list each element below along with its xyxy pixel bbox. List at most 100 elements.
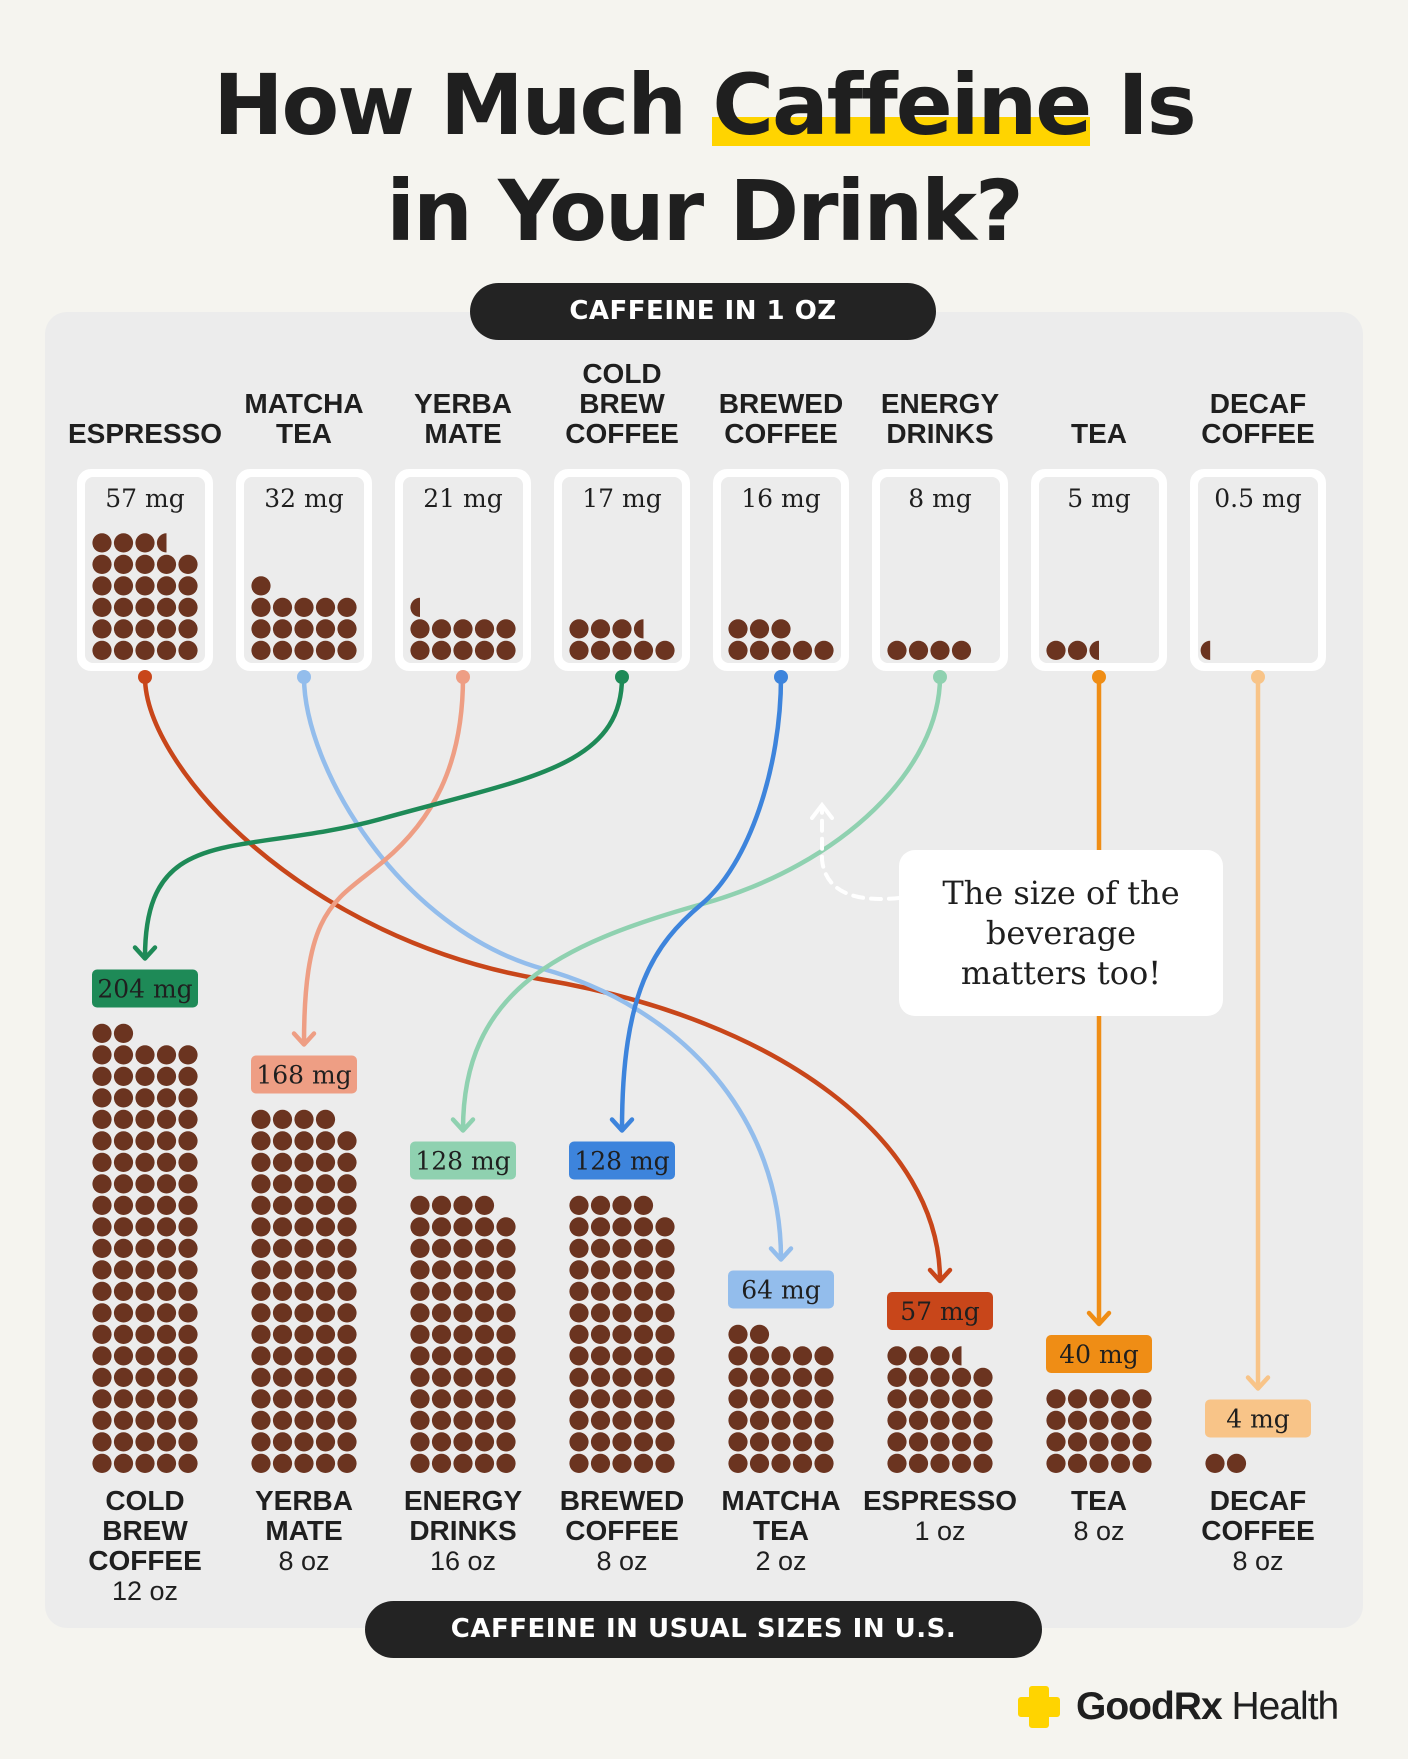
top-bean [569, 640, 589, 661]
bottom-category-label: MATE [265, 1515, 342, 1546]
bottom-bean [431, 1346, 452, 1366]
bottom-bean [251, 1174, 271, 1194]
bottom-bean [1089, 1410, 1109, 1430]
bottom-bean [569, 1432, 589, 1452]
bottom-bean [728, 1324, 748, 1344]
bottom-partial-bean [951, 1346, 962, 1366]
cup-espresso: ESPRESSO 57 mg [68, 418, 222, 671]
bottom-bean [113, 1152, 134, 1172]
top-bean [113, 554, 134, 575]
bottom-bean [569, 1389, 589, 1409]
bottom-bean [749, 1346, 770, 1366]
bottom-bean [315, 1281, 336, 1301]
value-tag [569, 1141, 675, 1180]
connector-arrowhead [1086, 1310, 1112, 1327]
bottom-bean [272, 1217, 293, 1237]
bottom-category-label: DRINKS [409, 1515, 516, 1546]
bottom-bean [633, 1217, 654, 1237]
bottom-bean [655, 1410, 675, 1430]
top-bean [92, 597, 112, 618]
bottom-bean [633, 1260, 654, 1280]
bottom-bean [135, 1324, 155, 1344]
bottom-bean [633, 1410, 654, 1430]
bottom-category-label: BREW [102, 1515, 188, 1546]
bottom-bean [272, 1281, 293, 1301]
connector-arrowhead [132, 945, 158, 961]
bottom-bean [633, 1346, 654, 1366]
bottom-bean [92, 1410, 112, 1430]
top-bean [92, 576, 112, 596]
bottom-bean [92, 1195, 112, 1215]
top-bean [92, 533, 112, 553]
bottom-bean [178, 1432, 198, 1452]
bottom-bean [749, 1410, 770, 1430]
bottom-bean [655, 1238, 675, 1258]
bottom-bean [655, 1303, 675, 1323]
bottom-bean [569, 1281, 589, 1301]
bottom-bean [113, 1432, 134, 1452]
top-bean [431, 640, 452, 661]
bottom-bean [453, 1432, 473, 1452]
top-bean [792, 640, 813, 661]
bottom-bean [92, 1389, 112, 1409]
cup-interior [403, 477, 523, 663]
bottom-bean [633, 1195, 654, 1215]
bottom-bean [590, 1260, 611, 1280]
bottom-bean [569, 1410, 589, 1430]
bottom-bean [612, 1389, 632, 1409]
bottom-bean [315, 1260, 336, 1280]
bottom-bean [156, 1174, 177, 1194]
connector-dot [138, 670, 152, 684]
bottom-bean [251, 1453, 271, 1473]
bottom-bean [590, 1217, 611, 1237]
bottom-bean [496, 1389, 516, 1409]
bottom-bean [337, 1174, 357, 1194]
top-bean [496, 619, 516, 639]
bottom-bean [474, 1346, 495, 1366]
bottom-bean [728, 1389, 748, 1409]
bottom-bean [178, 1303, 198, 1323]
connector-arrowhead [927, 1267, 953, 1284]
bottom-bean [930, 1410, 950, 1430]
top-bean [612, 619, 632, 639]
top-bean [113, 619, 134, 639]
bottom-bean [431, 1389, 452, 1409]
bottom-bean [1110, 1432, 1131, 1452]
bottom-bean [178, 1453, 198, 1473]
top-bean [590, 640, 611, 661]
top-bean [771, 640, 791, 661]
top-bean [135, 576, 155, 596]
bottom-bean [251, 1346, 271, 1366]
bottom-bean [612, 1195, 632, 1215]
top-bean [178, 619, 198, 639]
bottom-bean [973, 1389, 993, 1409]
bottom-bean [908, 1346, 929, 1366]
bottom-bean [337, 1152, 357, 1172]
brand-name-bold: GoodRx [1076, 1685, 1223, 1728]
bottom-bean [178, 1410, 198, 1430]
top-bean [113, 640, 134, 661]
bottom-bean [569, 1238, 589, 1258]
bottom-size-label: 8 oz [278, 1546, 329, 1576]
bottom-size-label: 16 oz [430, 1546, 496, 1576]
bottom-bean [178, 1109, 198, 1129]
bottom-bean [92, 1324, 112, 1344]
brand-name: GoodRx Health [1076, 1685, 1339, 1729]
bottom-bean [135, 1238, 155, 1258]
bottom-bean [92, 1023, 112, 1043]
bottom-bean [156, 1303, 177, 1323]
top-bean [887, 640, 907, 661]
top-category-label: MATE [424, 418, 501, 449]
bottom-bean [474, 1238, 495, 1258]
bottom-bean [294, 1281, 314, 1301]
bottom-bean [728, 1453, 748, 1473]
bottom-bean [294, 1131, 314, 1151]
bottom-bean [156, 1131, 177, 1151]
value-tag [1205, 1399, 1311, 1438]
bottom-bean [156, 1088, 177, 1108]
bottom-bean [749, 1389, 770, 1409]
bottom-bean [887, 1453, 907, 1473]
connector-dot [1251, 670, 1265, 684]
top-value-label: 5 mg [1067, 484, 1131, 513]
